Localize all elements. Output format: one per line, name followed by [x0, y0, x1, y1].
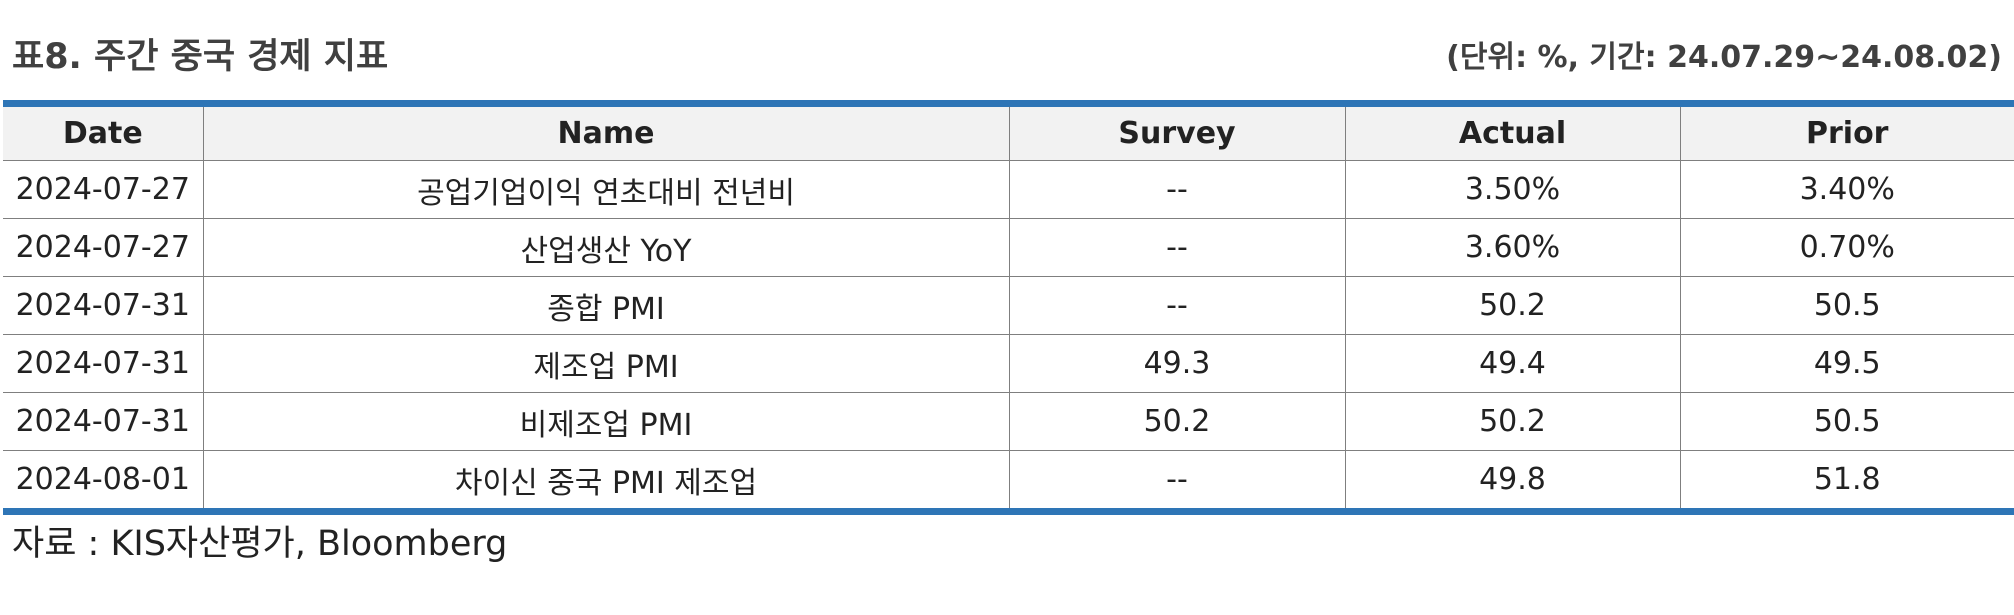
column-header-date: Date — [3, 103, 204, 161]
table-header-row: Date Name Survey Actual Prior — [3, 103, 2014, 161]
cell-date: 2024-07-27 — [3, 218, 204, 277]
cell-actual: 3.50% — [1344, 160, 1681, 219]
cell-actual: 3.60% — [1344, 218, 1681, 277]
table-row: 2024-07-27 산업생산 YoY -- 3.60% 0.70% — [3, 218, 2014, 277]
cell-survey: -- — [1008, 450, 1346, 512]
cell-name: 비제조업 PMI — [202, 392, 1010, 451]
source-note: 자료 : KIS자산평가, Bloomberg — [12, 524, 508, 564]
cell-survey: 50.2 — [1008, 392, 1346, 451]
cell-prior: 50.5 — [1679, 392, 2014, 451]
table-header-bar: 표8. 주간 중국 경제 지표 (단위: %, 기간: 24.07.29~24.… — [0, 22, 2014, 82]
cell-name: 종합 PMI — [202, 276, 1010, 335]
table-row: 2024-07-31 제조업 PMI 49.3 49.4 49.5 — [3, 334, 2014, 393]
cell-name: 제조업 PMI — [202, 334, 1010, 393]
cell-actual: 50.2 — [1344, 276, 1681, 335]
cell-actual: 50.2 — [1344, 392, 1681, 451]
cell-prior: 49.5 — [1679, 334, 2014, 393]
cell-actual: 49.8 — [1344, 450, 1681, 512]
cell-survey: -- — [1008, 160, 1346, 219]
column-header-actual: Actual — [1344, 103, 1681, 161]
indicator-table-container: Date Name Survey Actual Prior 2024-07-27… — [3, 100, 2014, 515]
cell-name: 산업생산 YoY — [202, 218, 1010, 277]
table-row: 2024-08-01 차이신 중국 PMI 제조업 -- 49.8 51.8 — [3, 450, 2014, 512]
china-economic-indicator-table: Date Name Survey Actual Prior 2024-07-27… — [3, 100, 2014, 515]
cell-prior: 3.40% — [1679, 160, 2014, 219]
table-row: 2024-07-31 비제조업 PMI 50.2 50.2 50.5 — [3, 392, 2014, 451]
column-header-prior: Prior — [1679, 103, 2014, 161]
cell-survey: 49.3 — [1008, 334, 1346, 393]
table-title: 표8. 주간 중국 경제 지표 — [12, 37, 389, 77]
cell-prior: 51.8 — [1679, 450, 2014, 512]
cell-date: 2024-07-27 — [3, 160, 204, 219]
unit-period-note: (단위: %, 기간: 24.07.29~24.08.02) — [1446, 40, 2002, 75]
cell-date: 2024-07-31 — [3, 392, 204, 451]
cell-name: 공업기업이익 연초대비 전년비 — [202, 160, 1010, 219]
cell-actual: 49.4 — [1344, 334, 1681, 393]
cell-date: 2024-08-01 — [3, 450, 204, 512]
cell-survey: -- — [1008, 218, 1346, 277]
cell-survey: -- — [1008, 276, 1346, 335]
column-header-survey: Survey — [1008, 103, 1346, 161]
cell-date: 2024-07-31 — [3, 276, 204, 335]
cell-prior: 0.70% — [1679, 218, 2014, 277]
table-row: 2024-07-27 공업기업이익 연초대비 전년비 -- 3.50% 3.40… — [3, 160, 2014, 219]
table-row: 2024-07-31 종합 PMI -- 50.2 50.5 — [3, 276, 2014, 335]
cell-name: 차이신 중국 PMI 제조업 — [202, 450, 1010, 512]
cell-prior: 50.5 — [1679, 276, 2014, 335]
column-header-name: Name — [202, 103, 1010, 161]
cell-date: 2024-07-31 — [3, 334, 204, 393]
